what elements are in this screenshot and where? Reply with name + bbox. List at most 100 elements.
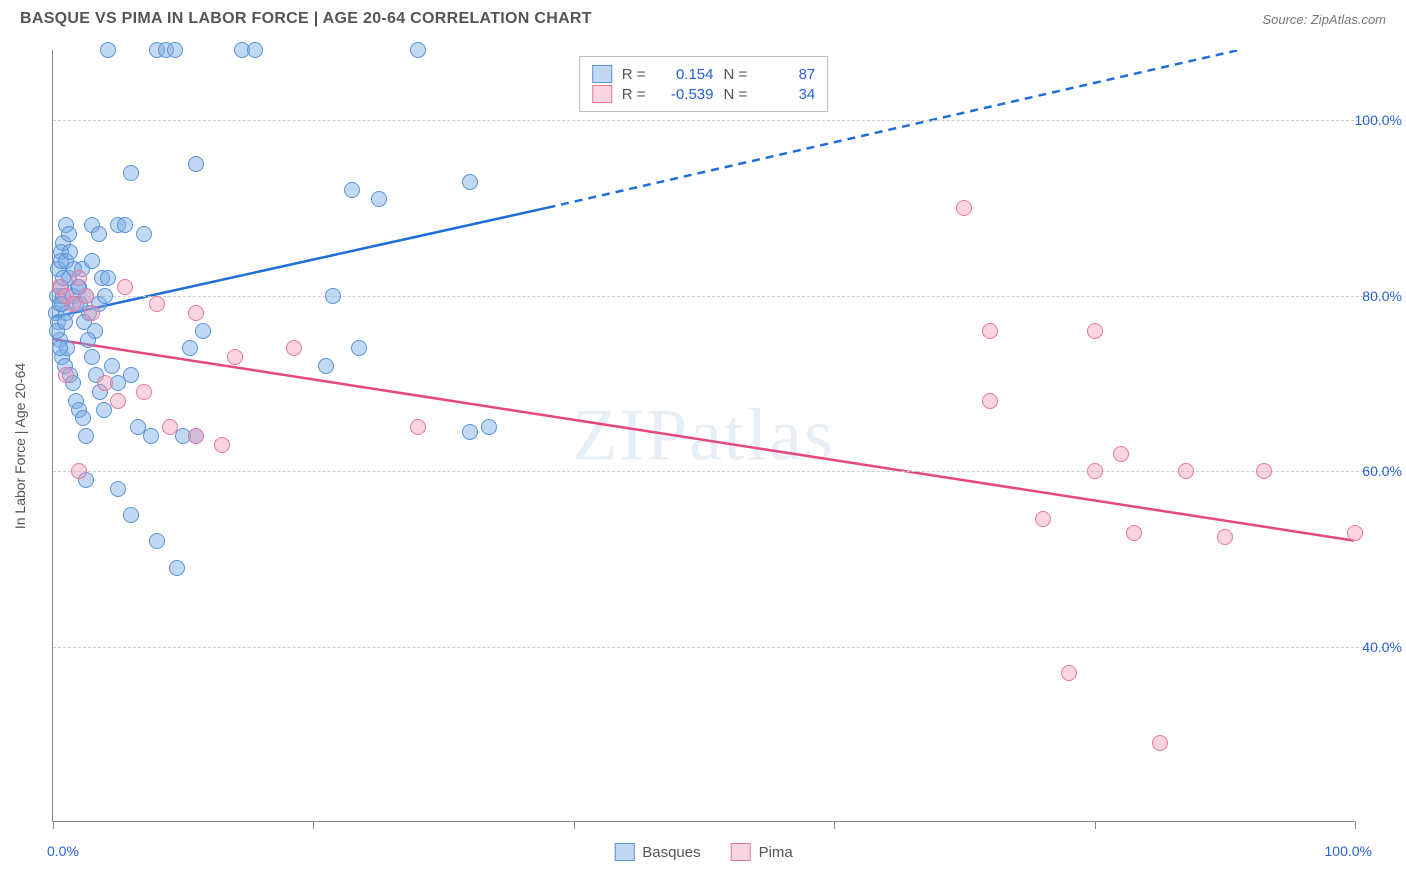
data-point (1347, 525, 1363, 541)
scatter-plot: ZIPatlas R = 0.154 N = 87 R = -0.539 N =… (52, 50, 1354, 822)
x-tick (1355, 821, 1356, 829)
data-point (136, 384, 152, 400)
data-point (117, 217, 133, 233)
data-point (214, 437, 230, 453)
data-point (136, 226, 152, 242)
data-point (91, 226, 107, 242)
data-point (97, 375, 113, 391)
data-point (188, 305, 204, 321)
data-point (78, 288, 94, 304)
data-point (97, 288, 113, 304)
data-point (123, 165, 139, 181)
x-axis-max-label: 100.0% (1325, 843, 1372, 859)
data-point (80, 332, 96, 348)
data-point (956, 200, 972, 216)
x-tick (53, 821, 54, 829)
data-point (84, 305, 100, 321)
r-value-basques: 0.154 (656, 66, 714, 83)
y-tick-label: 80.0% (1362, 288, 1402, 304)
data-point (75, 410, 91, 426)
data-point (188, 428, 204, 444)
n-label: N = (724, 86, 748, 103)
data-point (149, 533, 165, 549)
legend-swatch-pima (731, 843, 751, 861)
data-point (96, 402, 112, 418)
data-point (1152, 735, 1168, 751)
data-point (52, 340, 68, 356)
legend-row-pima: R = -0.539 N = 34 (592, 85, 816, 103)
y-tick-label: 40.0% (1362, 639, 1402, 655)
data-point (371, 191, 387, 207)
data-point (143, 428, 159, 444)
chart-title: BASQUE VS PIMA IN LABOR FORCE | AGE 20-6… (20, 10, 592, 28)
data-point (227, 349, 243, 365)
data-point (58, 367, 74, 383)
data-point (61, 226, 77, 242)
series-legend: Basques Pima (614, 843, 793, 861)
r-label: R = (622, 86, 646, 103)
data-point (1061, 665, 1077, 681)
data-point (123, 367, 139, 383)
data-point (1217, 529, 1233, 545)
gridline (53, 120, 1394, 121)
correlation-legend: R = 0.154 N = 87 R = -0.539 N = 34 (579, 56, 829, 112)
data-point (71, 270, 87, 286)
x-tick (313, 821, 314, 829)
data-point (78, 428, 94, 444)
data-point (410, 42, 426, 58)
data-point (410, 419, 426, 435)
n-label: N = (724, 66, 748, 83)
data-point (481, 419, 497, 435)
data-point (167, 42, 183, 58)
data-point (325, 288, 341, 304)
data-point (149, 296, 165, 312)
legend-label-pima: Pima (759, 844, 793, 861)
legend-swatch-basques (614, 843, 634, 861)
gridline (53, 296, 1394, 297)
gridline (53, 647, 1394, 648)
r-label: R = (622, 66, 646, 83)
data-point (1178, 463, 1194, 479)
data-point (123, 507, 139, 523)
source-label: Source: ZipAtlas.com (1262, 12, 1386, 27)
data-point (1035, 511, 1051, 527)
data-point (462, 174, 478, 190)
data-point (982, 323, 998, 339)
legend-row-basques: R = 0.154 N = 87 (592, 65, 816, 83)
data-point (182, 340, 198, 356)
n-value-pima: 34 (757, 86, 815, 103)
data-point (100, 42, 116, 58)
data-point (318, 358, 334, 374)
data-point (1087, 463, 1103, 479)
legend-item-basques: Basques (614, 843, 700, 861)
y-axis-title: In Labor Force | Age 20-64 (12, 363, 28, 529)
x-tick (1095, 821, 1096, 829)
title-bar: BASQUE VS PIMA IN LABOR FORCE | AGE 20-6… (0, 0, 1406, 34)
legend-label-basques: Basques (642, 844, 700, 861)
data-point (162, 419, 178, 435)
trend-lines (53, 50, 1354, 821)
data-point (247, 42, 263, 58)
data-point (286, 340, 302, 356)
data-point (84, 253, 100, 269)
data-point (1087, 323, 1103, 339)
x-tick (834, 821, 835, 829)
y-tick-label: 100.0% (1355, 112, 1402, 128)
legend-item-pima: Pima (731, 843, 793, 861)
data-point (982, 393, 998, 409)
data-point (117, 279, 133, 295)
data-point (188, 156, 204, 172)
watermark: ZIPatlas (572, 393, 835, 478)
data-point (57, 314, 73, 330)
n-value-basques: 87 (757, 66, 815, 83)
data-point (110, 481, 126, 497)
data-point (104, 358, 120, 374)
data-point (462, 424, 478, 440)
x-axis-min-label: 0.0% (47, 843, 79, 859)
data-point (110, 393, 126, 409)
data-point (100, 270, 116, 286)
data-point (344, 182, 360, 198)
legend-swatch-basques (592, 65, 612, 83)
y-tick-label: 60.0% (1362, 463, 1402, 479)
data-point (62, 244, 78, 260)
